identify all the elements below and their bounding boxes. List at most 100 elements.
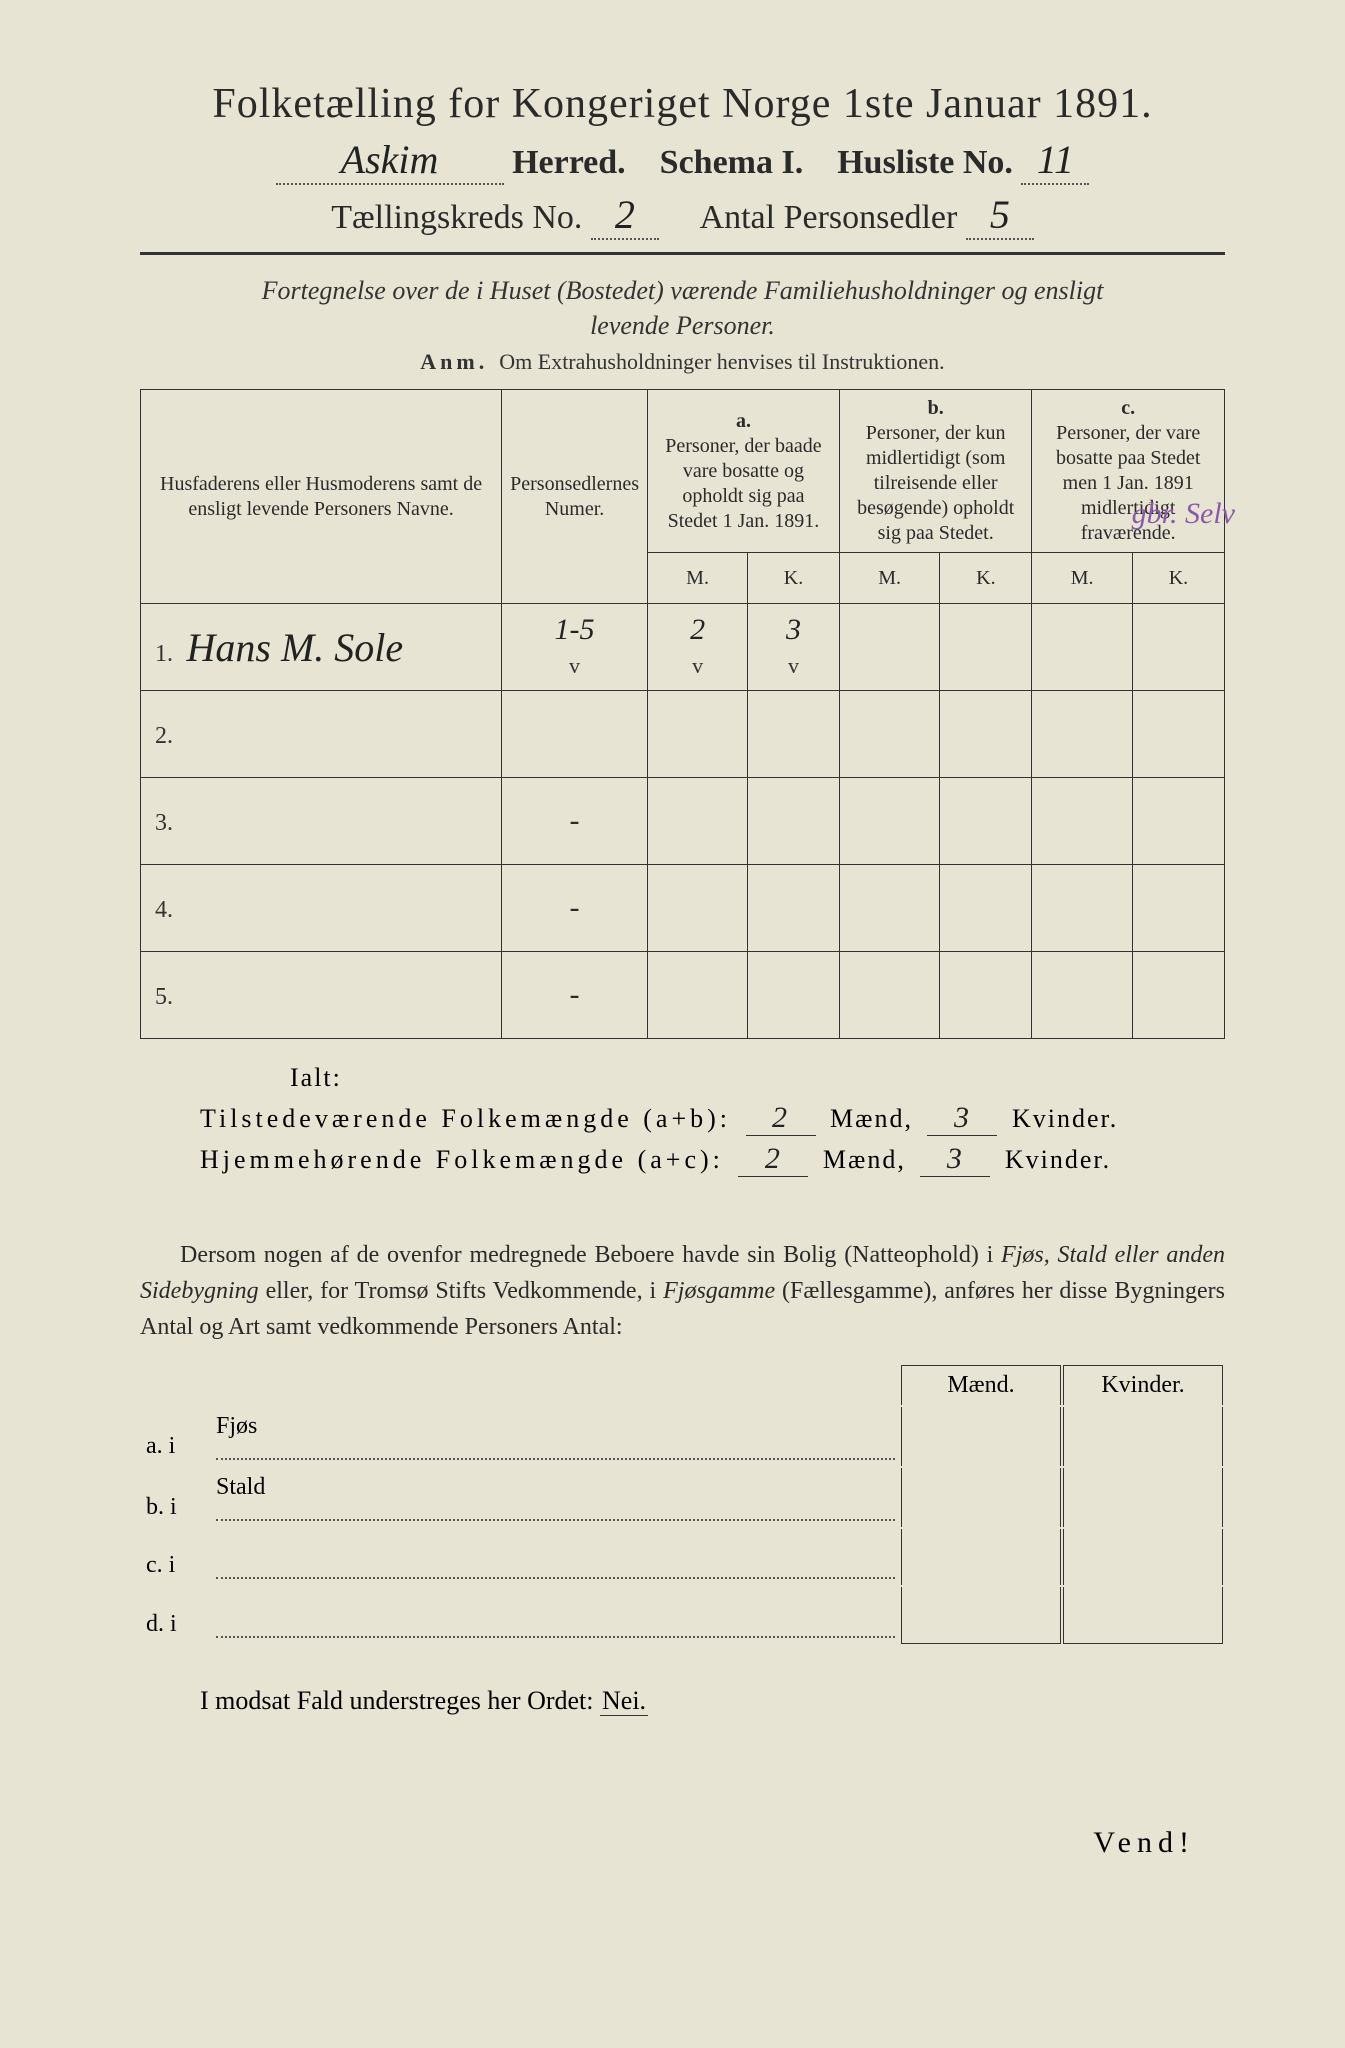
lower-k-cell	[1063, 1529, 1223, 1585]
anm-line: Anm. Om Extrahusholdninger henvises til …	[140, 349, 1225, 375]
sum-line-1: Tilstedeværende Folkemængde (a+b): 2 Mæn…	[200, 1101, 1225, 1136]
ck-cell	[1132, 865, 1224, 952]
ak-cell	[748, 778, 840, 865]
col1-text: Husfaderens eller Husmoderens samt de en…	[160, 473, 482, 520]
ak-cell	[748, 691, 840, 778]
lower-row: c. i	[142, 1529, 1223, 1585]
table-row: 5. -	[141, 952, 1225, 1039]
herred-value: Askim	[276, 136, 504, 185]
col-b-k: K.	[940, 553, 1032, 604]
am-val: 2	[690, 613, 705, 646]
row-num: 4.	[155, 897, 173, 923]
vend-label: Vend!	[140, 1826, 1225, 1860]
col-c-label: c.	[1121, 397, 1135, 419]
bk-cell	[940, 865, 1032, 952]
sedler-cell: -	[502, 865, 648, 952]
sedler-cell: -	[502, 952, 648, 1039]
margin-annotation: gbr. Selv	[1132, 497, 1235, 531]
cm-cell	[1032, 778, 1132, 865]
sedler-cell: 1-5 v	[502, 604, 648, 691]
table-row: 4. -	[141, 865, 1225, 952]
table-wrapper: gbr. Selv Husfaderens eller Husmoderens …	[140, 389, 1225, 1039]
lower-m-cell	[901, 1587, 1061, 1644]
sum2-label: Hjemmehørende Folkemængde (a+c):	[200, 1145, 724, 1174]
table-row: 1. Hans M. Sole 1-5 v 2 v 3 v	[141, 604, 1225, 691]
lower-kvinder-header: Kvinder.	[1063, 1365, 1223, 1405]
dotted-fill	[216, 1501, 895, 1521]
instruction-text: Fortegnelse over de i Huset (Bostedet) v…	[140, 273, 1225, 343]
lower-row-text	[212, 1587, 899, 1644]
lower-m-cell	[901, 1529, 1061, 1585]
lower-row-label: a. i	[142, 1407, 210, 1466]
anm-text: Om Extrahusholdninger henvises til Instr…	[499, 349, 944, 374]
name-cell: 2.	[141, 691, 502, 778]
ck-cell	[1132, 691, 1224, 778]
am-cell: 2 v	[647, 604, 747, 691]
sum1-label: Tilstedeværende Folkemængde (a+b):	[200, 1104, 731, 1133]
husliste-value: 11	[1021, 136, 1089, 185]
lower-row-text: Stald	[212, 1468, 899, 1527]
col-b-header: b. Personer, der kun midlertidigt (som t…	[839, 390, 1032, 553]
lower-row: a. i Fjøs	[142, 1407, 1223, 1466]
lower-maend-header: Mænd.	[901, 1365, 1061, 1405]
nei-word: Nei.	[600, 1686, 648, 1716]
row-name: Hans M. Sole	[187, 625, 404, 670]
kreds-label: Tællingskreds No.	[331, 199, 582, 236]
maend-label: Mænd,	[823, 1145, 906, 1174]
ck-cell	[1132, 604, 1224, 691]
bm-cell	[839, 952, 939, 1039]
instruction-line1: Fortegnelse over de i Huset (Bostedet) v…	[262, 276, 1104, 305]
col-c-m: M.	[1032, 553, 1132, 604]
bk-cell	[940, 952, 1032, 1039]
col-a-k: K.	[748, 553, 840, 604]
col-b-label: b.	[928, 397, 944, 419]
bm-cell	[839, 604, 939, 691]
lower-m-cell	[901, 1407, 1061, 1466]
col-b-m: M.	[839, 553, 939, 604]
header-line-2: Tællingskreds No. 2 Antal Personsedler 5	[140, 191, 1225, 240]
lower-row-text	[212, 1529, 899, 1585]
sum-line-2: Hjemmehørende Folkemængde (a+c): 2 Mænd,…	[200, 1142, 1225, 1177]
sum1-k: 3	[927, 1101, 997, 1136]
dotted-fill	[216, 1618, 895, 1638]
col-b-text: Personer, der kun midlertidigt (som tilr…	[857, 422, 1014, 544]
table-body: 1. Hans M. Sole 1-5 v 2 v 3 v	[141, 604, 1225, 1039]
kvinder-label: Kvinder.	[1005, 1145, 1111, 1174]
husliste-label: Husliste No.	[837, 144, 1013, 181]
ck-cell	[1132, 952, 1224, 1039]
sum2-m: 2	[738, 1142, 808, 1177]
herred-label: Herred.	[512, 144, 626, 181]
lower-k-cell	[1063, 1468, 1223, 1527]
cm-cell	[1032, 952, 1132, 1039]
lower-row-text: Fjøs	[212, 1407, 899, 1466]
lower-text: Fjøs	[216, 1413, 257, 1439]
cm-cell	[1032, 691, 1132, 778]
am-cell	[647, 952, 747, 1039]
bk-cell	[940, 604, 1032, 691]
header-line-1: Askim Herred. Schema I. Husliste No. 11	[140, 136, 1225, 185]
bk-cell	[940, 778, 1032, 865]
main-table: Husfaderens eller Husmoderens samt de en…	[140, 389, 1225, 1039]
row-num: 3.	[155, 810, 173, 836]
col-a-label: a.	[736, 410, 751, 432]
page-title: Folketælling for Kongeriget Norge 1ste J…	[140, 80, 1225, 128]
antal-label: Antal Personsedler	[700, 199, 958, 236]
lower-row-label: c. i	[142, 1529, 210, 1585]
sum2-k: 3	[920, 1142, 990, 1177]
name-cell: 5.	[141, 952, 502, 1039]
lower-row: d. i	[142, 1587, 1223, 1644]
lower-table: Mænd. Kvinder. a. i Fjøs b. i Stald c. i…	[140, 1363, 1225, 1646]
ak-val: 3	[786, 613, 801, 646]
table-row: 2.	[141, 691, 1225, 778]
col-sedler-header: Personsedlernes Numer.	[502, 390, 648, 604]
check: v	[788, 653, 799, 678]
row-num: 5.	[155, 984, 173, 1010]
sedler-val: 1-5	[555, 613, 595, 646]
paragraph: Dersom nogen af de ovenfor medregnede Be…	[140, 1237, 1225, 1345]
col-a-header: a. Personer, der baade vare bosatte og o…	[647, 390, 839, 553]
kvinder-label: Kvinder.	[1012, 1104, 1118, 1133]
name-cell: 4.	[141, 865, 502, 952]
anm-label: Anm.	[420, 349, 488, 374]
cm-cell	[1032, 604, 1132, 691]
lower-row: b. i Stald	[142, 1468, 1223, 1527]
